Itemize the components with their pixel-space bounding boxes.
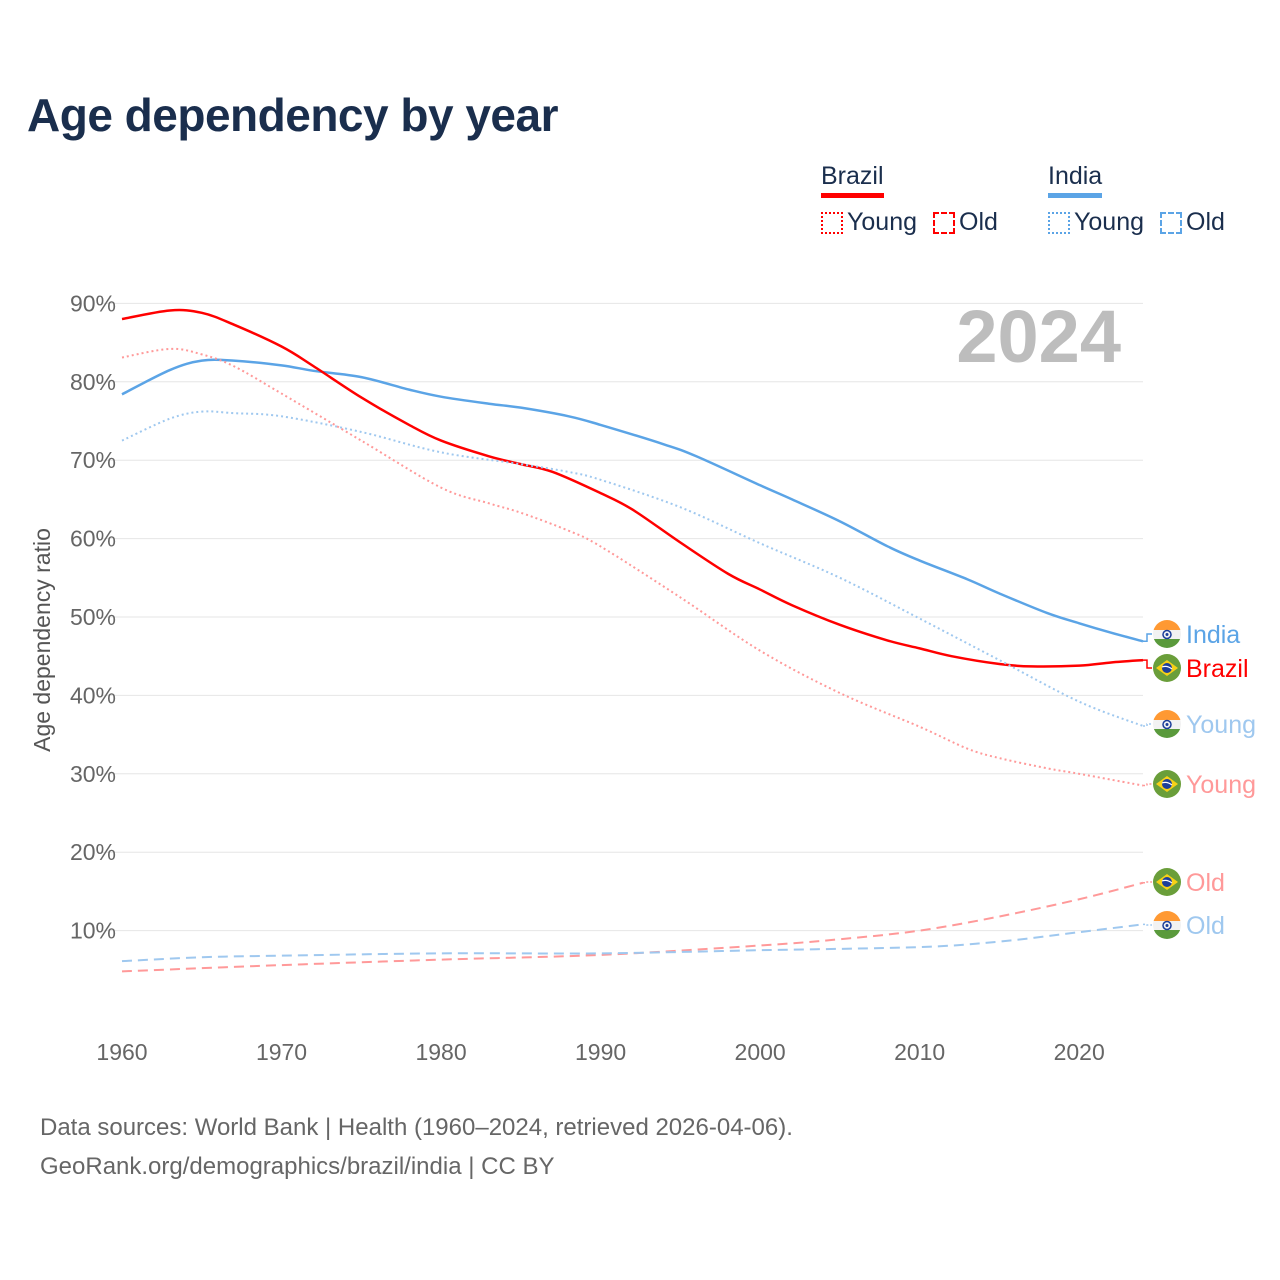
source-link[interactable]: GeoRank.org/demographics/brazil/india | … — [40, 1153, 555, 1180]
label-connector — [1143, 881, 1152, 884]
y-tick-label: 50% — [70, 604, 116, 630]
y-axis-label: Age dependency ratio — [29, 528, 55, 752]
series-line-brazil[interactable] — [121, 308, 1144, 668]
x-tick-label: 1970 — [256, 1039, 307, 1065]
brazil-flag-icon — [1153, 770, 1181, 798]
y-tick-label: 20% — [70, 839, 116, 865]
brazil-flag-icon — [1153, 868, 1181, 896]
legend-brazil-young[interactable]: Young — [821, 208, 917, 237]
dashed-swatch-icon — [933, 211, 955, 234]
legend-label: Old — [959, 208, 998, 236]
y-tick-label: 60% — [70, 526, 116, 552]
series-line-brazil-old[interactable] — [121, 881, 1144, 973]
x-tick-label: 2010 — [894, 1039, 945, 1065]
legend-label: Young — [1074, 208, 1144, 236]
series-line-india-young[interactable] — [121, 410, 1144, 727]
chart-title: Age dependency by year — [27, 89, 558, 141]
brazil-flag-icon — [1153, 654, 1181, 682]
footer: Data sources: World Bank | Health (1960–… — [40, 1108, 793, 1186]
series-end-label: Old — [1186, 869, 1225, 897]
series-end-label: Old — [1186, 912, 1225, 940]
legend-brazil-label[interactable]: Brazil — [821, 162, 884, 198]
dotted-swatch-icon — [1048, 211, 1070, 234]
legend-india-old[interactable]: Old — [1160, 208, 1225, 237]
data-source-text: Data sources: World Bank | Health (1960–… — [40, 1114, 793, 1141]
y-tick-label: 80% — [70, 369, 116, 395]
label-connector — [1143, 723, 1152, 727]
series-end-label: Young — [1186, 771, 1256, 799]
series-line-india[interactable] — [121, 358, 1144, 643]
line-chart: 10% 20% 30% 40% 50% 60% 70% 80% 90% 1960 1970 1980 1… — [29, 290, 1256, 1065]
series-end-label: India — [1186, 621, 1240, 649]
x-tick-label: 1990 — [575, 1039, 626, 1065]
series-line-india-old[interactable] — [121, 923, 1144, 963]
india-flag-icon — [1153, 620, 1181, 648]
legend-india[interactable]: India Young Old — [1048, 162, 1225, 237]
series-end-label: Brazil — [1186, 655, 1249, 683]
y-tick-label: 10% — [70, 918, 116, 944]
dotted-swatch-icon — [821, 211, 843, 234]
legend-india-young[interactable]: Young — [1048, 208, 1144, 237]
series-line-brazil-young[interactable] — [121, 347, 1144, 787]
legend-brazil-old[interactable]: Old — [933, 208, 998, 237]
y-tick-label: 90% — [70, 290, 116, 316]
label-connector — [1143, 923, 1152, 926]
legend-label: Old — [1186, 208, 1225, 236]
label-connector — [1143, 783, 1152, 787]
y-tick-label: 40% — [70, 682, 116, 708]
y-tick-label: 70% — [70, 447, 116, 473]
label-connector — [1143, 633, 1152, 643]
label-connector — [1143, 659, 1152, 669]
x-tick-label: 2000 — [735, 1039, 786, 1065]
india-flag-icon — [1153, 911, 1181, 939]
x-tick-label: 2020 — [1054, 1039, 1105, 1065]
x-tick-label: 1960 — [96, 1039, 147, 1065]
y-tick-label: 30% — [70, 761, 116, 787]
india-flag-icon — [1153, 710, 1181, 738]
legend-label: Young — [847, 208, 917, 236]
dashed-swatch-icon — [1160, 211, 1182, 234]
year-watermark: 2024 — [956, 295, 1121, 378]
legend-india-label[interactable]: India — [1048, 162, 1103, 198]
legend-brazil[interactable]: Brazil Young Old — [821, 162, 998, 237]
series-end-label: Young — [1186, 711, 1256, 739]
x-tick-label: 1980 — [415, 1039, 466, 1065]
